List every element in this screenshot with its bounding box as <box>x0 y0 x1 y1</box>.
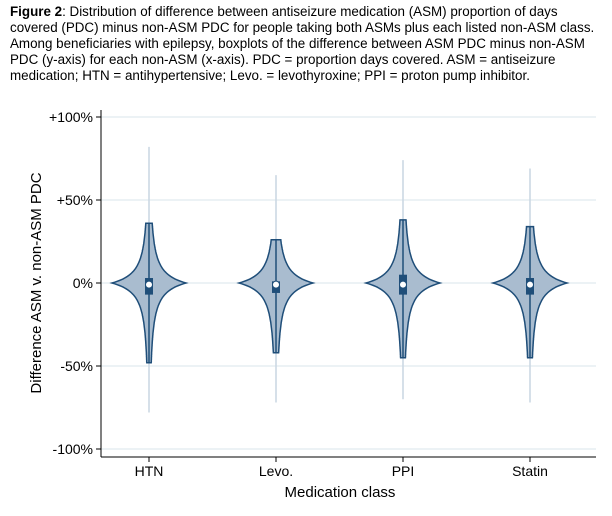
caption-text: : Distribution of difference between ant… <box>10 4 595 83</box>
y-axis-label: Difference ASM v. non-ASM PDC <box>28 172 45 393</box>
median-marker <box>145 280 153 289</box>
median-marker <box>272 280 280 289</box>
y-tick-label: -50% <box>60 358 93 374</box>
caption-label: Figure 2 <box>10 4 63 19</box>
y-tick-label: -100% <box>53 441 93 457</box>
x-axis-label: Medication class <box>285 484 396 501</box>
x-tick-label: PPI <box>392 463 415 479</box>
y-tick-label: +50% <box>57 192 93 208</box>
median-marker <box>526 280 534 289</box>
x-tick-label: HTN <box>135 463 164 479</box>
x-tick-label: Statin <box>512 463 548 479</box>
median-marker <box>399 280 407 289</box>
x-tick-label: Levo. <box>259 463 293 479</box>
figure-caption: Figure 2: Distribution of difference bet… <box>10 4 606 84</box>
y-tick-label: 0% <box>73 275 93 291</box>
y-tick-label: +100% <box>49 109 93 125</box>
